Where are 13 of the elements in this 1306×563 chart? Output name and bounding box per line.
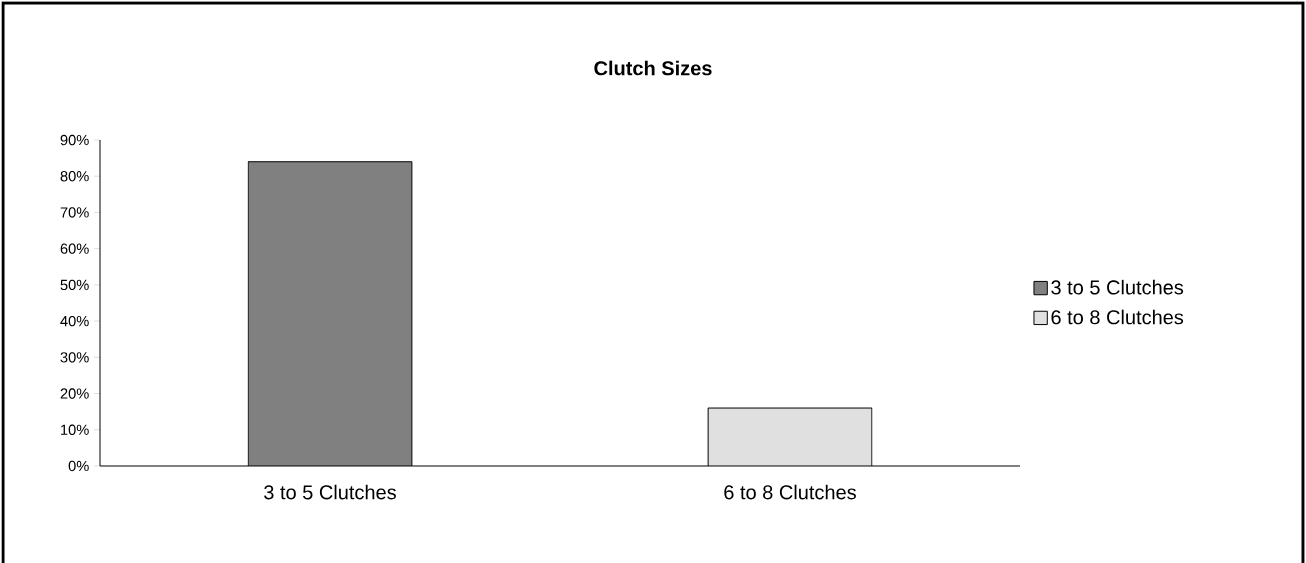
- chart-title: Clutch Sizes: [594, 60, 712, 76]
- legend-label: 3 to 5 Clutches: [1051, 279, 1184, 295]
- y-tick-label: 30%: [60, 352, 89, 363]
- y-tick-label: 40%: [60, 315, 89, 327]
- y-tick-label: 10%: [61, 424, 89, 435]
- y-tick-label: 90%: [60, 134, 89, 146]
- y-tick-label: 20%: [60, 388, 89, 399]
- y-tick-label: 50%: [60, 279, 89, 291]
- y-tick-label: 70%: [60, 207, 89, 218]
- y-tick-label: 0%: [68, 460, 89, 472]
- legend-label: 6 to 8 Clutches: [1051, 309, 1184, 325]
- y-tick-label: 80%: [60, 171, 89, 182]
- y-tick-label: 60%: [60, 243, 89, 254]
